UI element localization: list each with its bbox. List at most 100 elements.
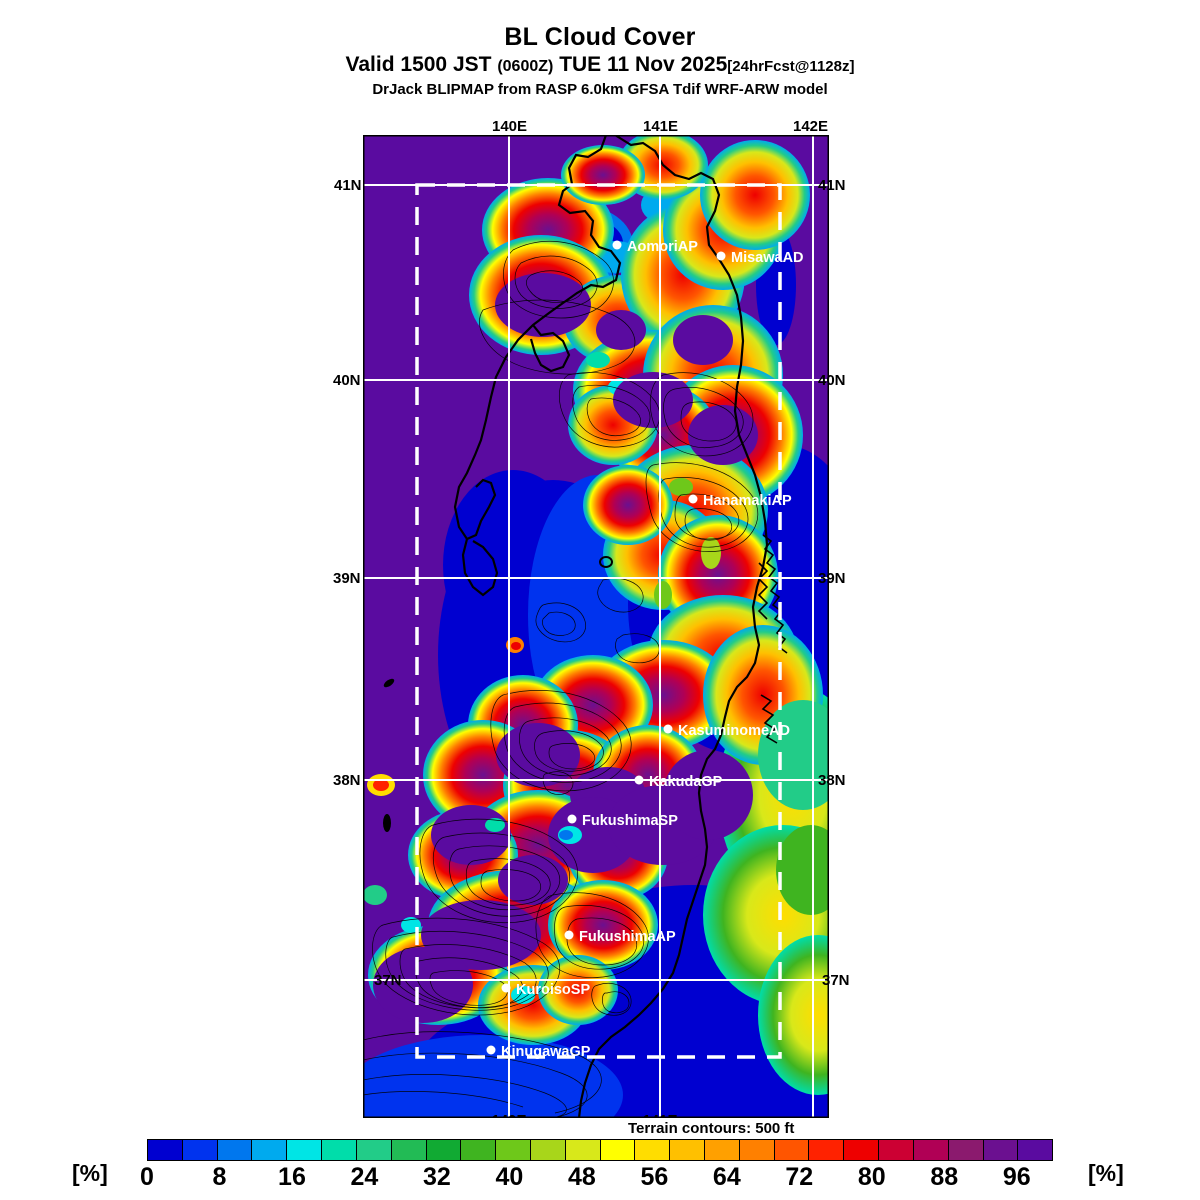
forecast-tag: [24hrFcst@1128z]: [727, 58, 855, 75]
cloud-cover-map[interactable]: 140E 141E AomoriAP MisawaAD HanamakiAP: [363, 135, 829, 1118]
field-blob: [586, 352, 610, 368]
field-blob: [673, 315, 733, 365]
colorbar-tick-label: 32: [423, 1163, 451, 1191]
colorbar-tick-label: 72: [785, 1163, 814, 1191]
colorbar-segment: [983, 1140, 1019, 1160]
station-kasuminomead[interactable]: KasuminomeAD: [663, 723, 791, 739]
station-fukushimasp[interactable]: FukushimaSP: [567, 813, 679, 829]
island: [383, 814, 391, 832]
colorbar-tick-label: 16: [278, 1163, 306, 1191]
colorbar-segment: [391, 1140, 427, 1160]
colorbar-segment: [182, 1140, 218, 1160]
colorbar-segment: [913, 1140, 949, 1160]
station-label: KuroisoSP: [516, 982, 590, 998]
colorbar-tick-label: 40: [495, 1163, 524, 1191]
colorbar-segment: [705, 1140, 740, 1160]
field-blob: [485, 818, 505, 832]
colorbar-segment: [217, 1140, 253, 1160]
station-dot: [486, 1045, 496, 1055]
terrain-contour-note: Terrain contours: 500 ft: [628, 1120, 795, 1137]
colorbar-unit-left: [%]: [72, 1160, 108, 1186]
field-blob: [776, 825, 829, 915]
station-label: KinugawaGP: [501, 1044, 591, 1060]
map-panel[interactable]: 140E 141E AomoriAP MisawaAD HanamakiAP: [363, 135, 829, 1118]
lat-label-right-40n: 40N: [818, 372, 846, 389]
colorbar-segment: [774, 1140, 810, 1160]
field-blob: [496, 723, 580, 787]
lon-label-top-140e: 140E: [492, 118, 528, 135]
colorbar-segment: [496, 1140, 531, 1160]
colorbar-segment: [356, 1140, 392, 1160]
station-misawaad[interactable]: MisawaAD: [716, 250, 804, 266]
lat-label-left-41n: 41N: [334, 177, 362, 194]
field-blob: [548, 880, 658, 970]
station-hanamakiap[interactable]: HanamakiAP: [688, 493, 792, 509]
colorbar-segment: [287, 1140, 323, 1160]
island: [599, 556, 613, 568]
colorbar-segment: [670, 1140, 705, 1160]
lat-label-right-38n: 38N: [818, 772, 846, 789]
station-dot: [612, 240, 622, 250]
colorbar-tick-label: 88: [930, 1163, 959, 1191]
station-kinugawagp[interactable]: KinugawaGP: [486, 1044, 591, 1060]
station-label: HanamakiAP: [703, 493, 792, 509]
colorbar-segment: [739, 1140, 775, 1160]
colorbar-ticks: 0 8 16 24 32 40 48 56 64 72 80 88 96: [0, 1163, 1200, 1197]
coastline: [453, 135, 769, 1118]
map-border: [363, 135, 829, 1118]
station-dot: [634, 775, 644, 785]
field-blob: [561, 145, 645, 205]
station-dot: [564, 930, 574, 940]
lat-label-right-39n: 39N: [818, 570, 846, 587]
island: [383, 678, 395, 688]
colorbar-tick-label: 48: [567, 1163, 596, 1191]
colorbar-segment: [148, 1140, 183, 1160]
field-blob: [373, 779, 389, 791]
domain-box: [415, 183, 782, 1059]
field-blob: [511, 642, 521, 650]
colorbar-segment: [635, 1140, 671, 1160]
field-blob: [669, 478, 693, 496]
lat-label-left-37n: 37N: [374, 972, 402, 989]
station-label: AomoriAP: [627, 239, 698, 255]
field-blob: [701, 537, 721, 569]
field-blob: [495, 273, 591, 337]
lon-label-bottom-141e: 141E: [642, 1112, 677, 1118]
lon-label-bottom-140e: 140E: [491, 1112, 526, 1118]
station-label: FukushimaAP: [579, 929, 676, 945]
colorbar-segment: [1018, 1140, 1053, 1160]
station-aomoriap[interactable]: AomoriAP: [612, 239, 699, 255]
colorbar-segment: [461, 1140, 497, 1160]
station-fukushimaap[interactable]: FukushimaAP: [564, 929, 677, 945]
lon-label-top-142e: 142E: [793, 118, 829, 135]
field-blob: [431, 805, 511, 865]
field-blob: [758, 935, 829, 1095]
lon-label-top-141e: 141E: [643, 118, 679, 135]
colorbar-tick-label: 56: [640, 1163, 669, 1191]
field-blob: [654, 581, 672, 609]
station-dot: [567, 814, 577, 824]
station-kuroisosp[interactable]: KuroisoSP: [501, 982, 591, 998]
lat-label-right-41n: 41N: [818, 177, 846, 194]
station-label: KasuminomeAD: [678, 723, 790, 739]
field-blob: [700, 140, 810, 250]
field-blob: [559, 830, 573, 840]
model-line: DrJack BLIPMAP from RASP 6.0km GFSA Tdif…: [372, 81, 828, 98]
station-label: FukushimaSP: [582, 813, 678, 829]
valid-zulu: (0600Z): [497, 58, 554, 75]
page-title: BL Cloud Cover: [504, 23, 696, 51]
colorbar-segment: [809, 1140, 845, 1160]
field-blob: [663, 750, 753, 840]
colorbar-tick-label: 0: [140, 1163, 154, 1191]
lat-label-left-40n: 40N: [333, 372, 361, 389]
station-layer[interactable]: AomoriAP MisawaAD HanamakiAP KasuminomeA…: [486, 239, 804, 1060]
colorbar[interactable]: [147, 1139, 1053, 1161]
valid-time-line: Valid 1500 JST (0600Z) TUE 11 Nov 2025[2…: [0, 52, 1200, 80]
field-blob: [758, 700, 829, 810]
colorbar-tick-label: 96: [1002, 1163, 1031, 1191]
field-blob: [596, 310, 646, 350]
station-dot: [663, 724, 673, 734]
colorbar-tick-label: 80: [857, 1163, 886, 1191]
colorbar-segment: [948, 1140, 984, 1160]
station-kakudagp[interactable]: KakudaGP: [634, 774, 723, 790]
